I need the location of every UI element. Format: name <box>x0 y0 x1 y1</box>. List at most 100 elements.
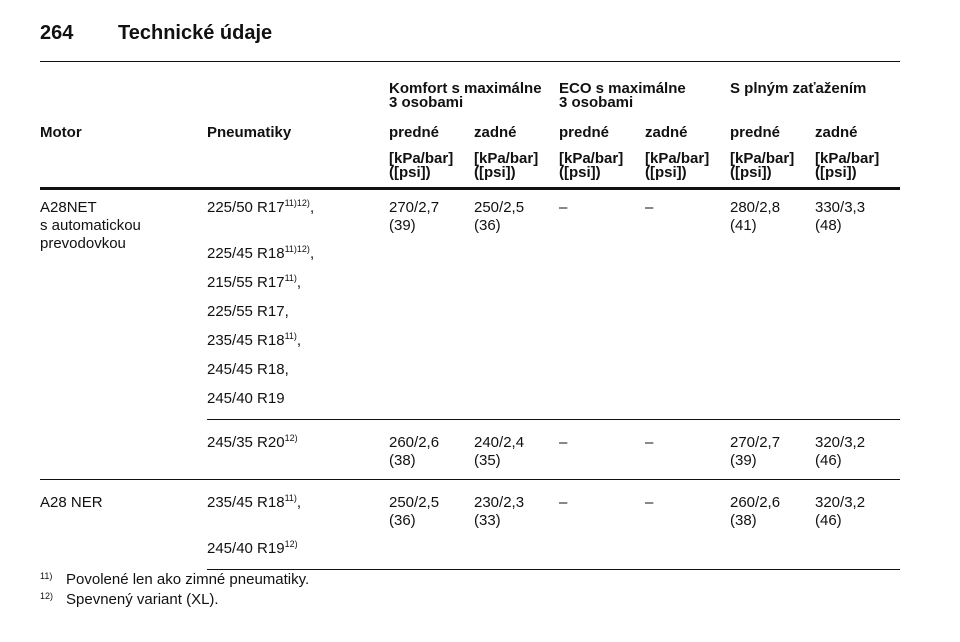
pressure-value: (36) <box>474 217 501 234</box>
tire-text: 245/40 R19 <box>207 540 285 557</box>
separator: , <box>296 332 302 349</box>
tire-text: 225/55 R17 <box>207 303 285 320</box>
unit-label: ([psi]) <box>389 164 431 181</box>
footnote-ref: 11)12) <box>284 198 310 208</box>
column-header: zadné <box>815 124 858 141</box>
unit-label: ([psi]) <box>815 164 857 181</box>
pressure-value: (39) <box>730 452 757 469</box>
pressure-value: 270/2,7 <box>389 199 440 216</box>
motor: prevodovkou <box>40 235 126 252</box>
footnote-mark: 12) <box>40 591 54 601</box>
pressure-value: – <box>559 199 568 216</box>
pressure-value: 270/2,7 <box>730 434 781 451</box>
tire-size: 245/35 R2012) <box>207 433 298 451</box>
pressure-value: – <box>559 434 568 451</box>
group-header: Komfort s maximálne <box>389 80 542 97</box>
pressure-value: (38) <box>730 512 757 529</box>
separator: , <box>309 245 315 262</box>
page-title: Technické údaje <box>118 22 273 44</box>
page-number: 264 <box>40 22 74 44</box>
pressure-value: – <box>645 199 654 216</box>
pressure-value: 320/3,2 <box>815 494 866 511</box>
pressure-value: 240/2,4 <box>474 434 525 451</box>
motor: A28NET <box>40 199 97 216</box>
separator: , <box>296 274 302 291</box>
tire-text: 245/45 R18 <box>207 361 285 378</box>
motor: s automatickou <box>40 217 141 234</box>
pressure-value: 250/2,5 <box>474 199 525 216</box>
column-header: predné <box>559 124 610 141</box>
separator: , <box>284 303 289 320</box>
pressure-value: 280/2,8 <box>730 199 781 216</box>
footnote-mark: 11) <box>40 571 53 581</box>
unit-label: [kPa/bar] <box>474 150 539 167</box>
footnote-ref: 12) <box>284 433 298 443</box>
tire-size: 245/40 R1912) <box>207 539 298 557</box>
unit-label: ([psi]) <box>645 164 687 181</box>
separator: , <box>296 494 302 511</box>
column-header: Pneumatiky <box>207 124 292 141</box>
pressure-value: (33) <box>474 512 501 529</box>
group-header: 3 osobami <box>559 94 634 111</box>
tire-text: 245/40 R19 <box>207 390 285 407</box>
tire-size: 215/55 R1711), <box>207 273 302 291</box>
footnote-ref: 11) <box>284 273 297 283</box>
tire-size: 225/55 R17, <box>207 304 289 320</box>
row-rule <box>207 569 900 570</box>
unit-label: ([psi]) <box>559 164 601 181</box>
footnote-ref: 12) <box>284 539 298 549</box>
tire-size: 235/45 R1811), <box>207 493 302 511</box>
group-header: S plným zaťažením <box>730 80 867 97</box>
pressure-value: (35) <box>474 452 501 469</box>
pressure-value: 320/3,2 <box>815 434 866 451</box>
unit-label: ([psi]) <box>474 164 516 181</box>
tire-size: 225/50 R1711)12), <box>207 198 315 216</box>
tire-text: 235/45 R18 <box>207 332 285 349</box>
tire-text: 225/45 R18 <box>207 245 285 262</box>
pressure-value: (46) <box>815 512 842 529</box>
column-header: Motor <box>40 124 82 141</box>
unit-label: ([psi]) <box>730 164 772 181</box>
pressure-value: (46) <box>815 452 842 469</box>
unit-label: [kPa/bar] <box>730 150 795 167</box>
unit-label: [kPa/bar] <box>645 150 710 167</box>
tire-size: 235/45 R1811), <box>207 331 302 349</box>
pressure-value: 260/2,6 <box>389 434 440 451</box>
group-header: ECO s maximálne <box>559 80 686 97</box>
unit-label: [kPa/bar] <box>559 150 624 167</box>
separator: , <box>284 361 289 378</box>
pressure-value: – <box>559 494 568 511</box>
table-head-rule <box>40 187 900 190</box>
pressure-value: (38) <box>389 452 416 469</box>
column-header: zadné <box>474 124 517 141</box>
pressure-value: – <box>645 494 654 511</box>
footnote-ref: 11) <box>284 493 297 503</box>
pressure-value: 250/2,5 <box>389 494 440 511</box>
footnote-text: Povolené len ako zimné pneumatiky. <box>66 571 310 588</box>
row-rule <box>207 419 900 420</box>
separator: , <box>309 199 315 216</box>
tire-text: 235/45 R18 <box>207 494 285 511</box>
tire-text: 245/35 R20 <box>207 434 285 451</box>
pressure-value: 230/2,3 <box>474 494 525 511</box>
motor: A28 NER <box>40 494 103 511</box>
tire-size: 245/40 R19 <box>207 391 285 407</box>
column-header: predné <box>730 124 781 141</box>
pressure-value: (36) <box>389 512 416 529</box>
pressure-value: (39) <box>389 217 416 234</box>
footnote-ref: 11)12) <box>284 244 310 254</box>
pressure-value: (41) <box>730 217 757 234</box>
pressure-value: – <box>645 434 654 451</box>
footnote-ref: 11) <box>284 331 297 341</box>
column-header: zadné <box>645 124 688 141</box>
tire-text: 215/55 R17 <box>207 274 285 291</box>
unit-label: [kPa/bar] <box>389 150 454 167</box>
unit-label: [kPa/bar] <box>815 150 880 167</box>
tire-text: 225/50 R17 <box>207 199 285 216</box>
group-header: 3 osobami <box>389 94 464 111</box>
row-rule <box>40 479 900 480</box>
tire-size: 225/45 R1811)12), <box>207 244 315 262</box>
pressure-value: 330/3,3 <box>815 199 866 216</box>
pressure-value: 260/2,6 <box>730 494 781 511</box>
